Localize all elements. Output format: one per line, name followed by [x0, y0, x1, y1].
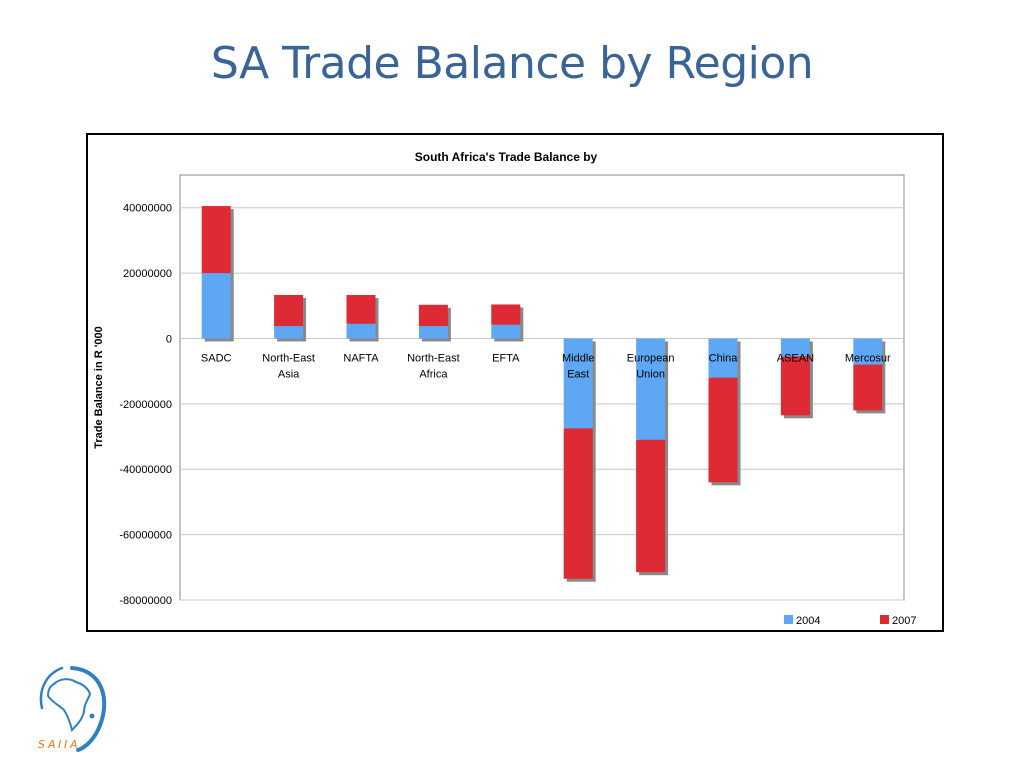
- bar-2004: [274, 326, 304, 339]
- bar-2007: [418, 304, 448, 327]
- bar-2007: [491, 304, 521, 325]
- svg-text:A: A: [47, 738, 58, 751]
- x-tick-label: North-East: [262, 352, 315, 364]
- bar-2004: [201, 273, 231, 339]
- x-tick-label: Mercosur: [845, 352, 891, 364]
- y-tick-label: -60000000: [119, 530, 172, 542]
- chart-frame: 40000000 20000000 0 -20000000 -40000000 -6000…: [86, 133, 944, 632]
- y-tick-label: -40000000: [119, 464, 172, 476]
- slide-title: SA Trade Balance by Region: [210, 38, 814, 89]
- bar-2004: [636, 338, 666, 440]
- bar-2007: [636, 439, 666, 573]
- bar-2007: [708, 377, 738, 483]
- bar-2007: [853, 364, 883, 411]
- x-tick-label: Union: [636, 368, 665, 380]
- x-tick-label: SADC: [201, 352, 232, 364]
- bar-2004: [418, 326, 448, 339]
- x-tick-label: East: [567, 368, 589, 380]
- trade-balance-chart: 40000000 20000000 0 -20000000 -40000000 -6000…: [93, 150, 916, 627]
- svg-text:I: I: [64, 738, 69, 751]
- bar-2004: [346, 323, 376, 339]
- bar-2004: [708, 338, 738, 378]
- bar-2007: [274, 294, 304, 327]
- bar-2004: [491, 324, 521, 339]
- x-tick-label: Asia: [278, 368, 300, 380]
- bar-2007: [201, 206, 231, 274]
- svg-text:A: A: [69, 738, 80, 751]
- y-tick-label: -80000000: [119, 595, 172, 607]
- svg-text:I: I: [58, 738, 63, 751]
- bar-2007: [346, 294, 376, 324]
- y-tick-label: 40000000: [123, 203, 172, 215]
- chart-title: South Africa's Trade Balance by: [415, 150, 598, 164]
- x-tick-label: ASEAN: [777, 352, 814, 364]
- legend-swatch: [784, 615, 793, 624]
- legend-label: 2007: [892, 615, 916, 627]
- bar-2004: [563, 338, 593, 429]
- x-tick-label: North-East: [407, 352, 460, 364]
- legend-label: 2004: [796, 615, 820, 627]
- y-tick-label: 20000000: [123, 268, 172, 280]
- y-tick-label: -20000000: [119, 399, 172, 411]
- x-tick-label: EFTA: [492, 352, 520, 364]
- x-tick-label: European: [627, 352, 675, 364]
- y-tick-label: 0: [166, 333, 172, 345]
- bar-2007: [563, 428, 593, 579]
- bar-2004: [853, 338, 883, 365]
- x-tick-label: Middle: [562, 352, 594, 364]
- saiia-logo: S A I I A: [32, 660, 112, 760]
- x-tick-label: Africa: [419, 368, 448, 380]
- legend-swatch: [880, 615, 889, 624]
- x-tick-label: NAFTA: [343, 352, 379, 364]
- svg-text:S: S: [38, 738, 47, 751]
- bar-2007: [780, 356, 810, 416]
- y-axis-label: Trade Balance in R '000: [93, 326, 105, 448]
- bar-2004: [780, 338, 810, 357]
- x-tick-label: China: [709, 352, 739, 364]
